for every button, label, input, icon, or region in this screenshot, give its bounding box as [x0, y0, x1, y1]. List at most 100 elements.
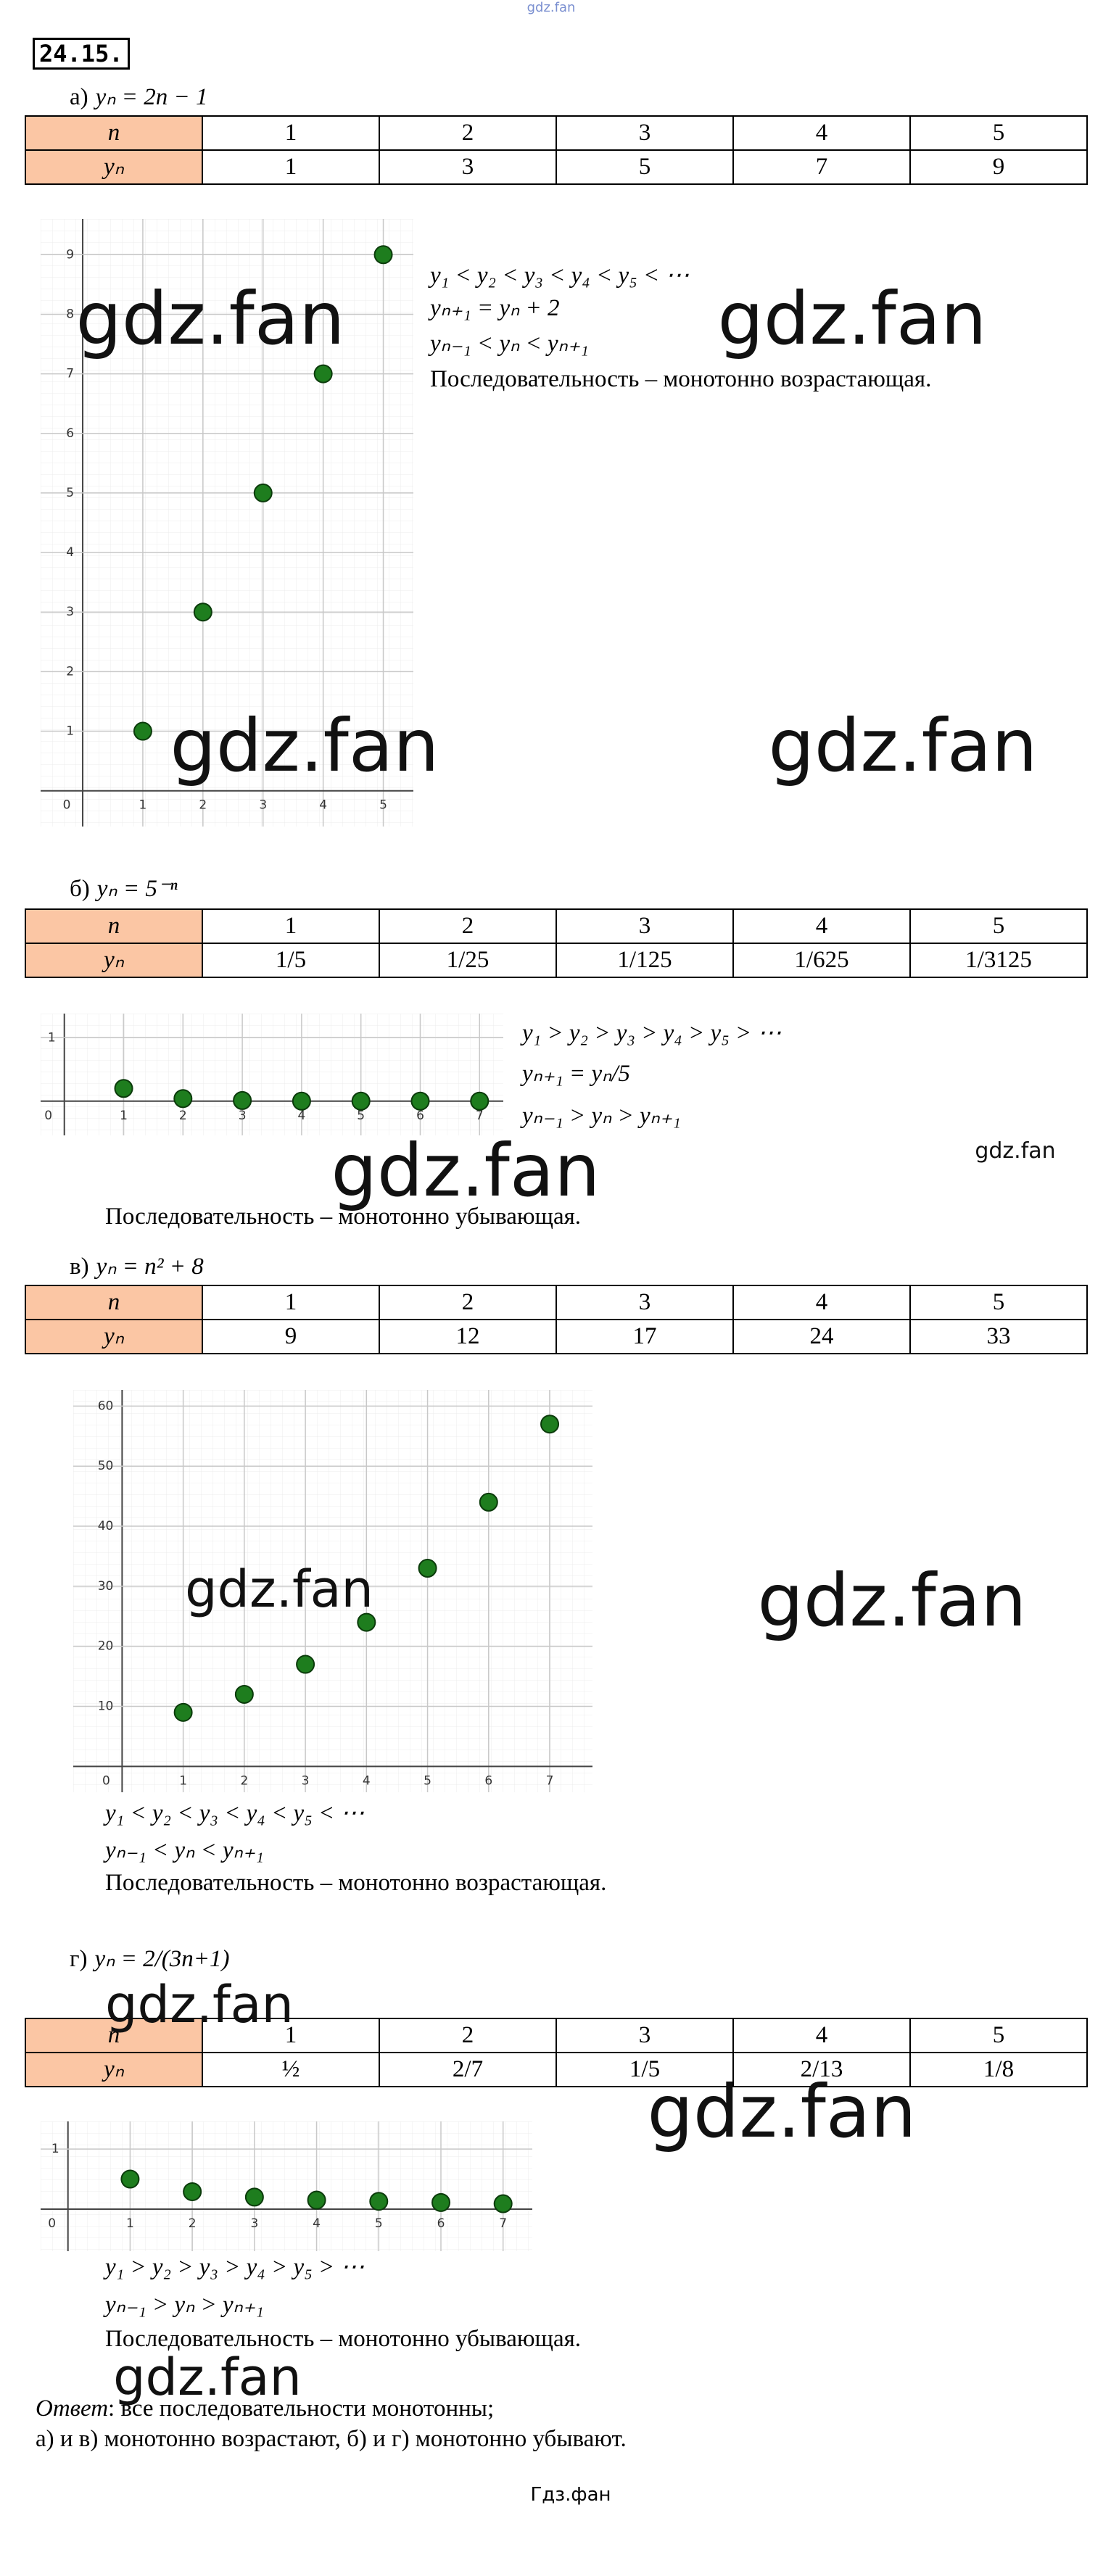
header-watermark: gdz.fan — [526, 0, 576, 15]
table-cell: 12 — [379, 1319, 557, 1354]
point — [233, 1090, 252, 1110]
part-label: в) — [70, 1254, 89, 1280]
y-tick-label: 30 — [98, 1579, 114, 1594]
table-cell: 7 — [732, 149, 911, 185]
chart: 0 1 2 3 4 5 6 7 1 — [41, 1014, 503, 1135]
watermark: gdz.fan — [170, 703, 439, 788]
conclusion: Последовательность – монотонно возрастаю… — [430, 366, 932, 392]
row-header: n — [25, 115, 203, 151]
x-tick-label: 1 — [126, 2216, 134, 2231]
table-cell: 1 — [202, 1285, 380, 1320]
table-cell: 3 — [556, 1285, 734, 1320]
chart-background — [41, 2121, 532, 2251]
y-tick-label: 1 — [48, 1030, 56, 1045]
row-header: yₙ — [25, 1319, 203, 1354]
table-cell: 2 — [379, 908, 557, 944]
row-header: yₙ — [25, 149, 203, 185]
point — [253, 483, 273, 502]
table-cell: 2/7 — [379, 2052, 557, 2087]
table-cell: 3 — [556, 908, 734, 944]
chart-background — [41, 1014, 503, 1135]
y-tick-label: 2 — [66, 664, 74, 679]
footer: Гдз.фан — [530, 2484, 611, 2506]
answer-label: Ответ — [36, 2395, 109, 2422]
table-cell: 24 — [732, 1319, 911, 1354]
watermark: gdz.fan — [768, 703, 1038, 788]
point — [173, 1702, 193, 1722]
point — [470, 1091, 490, 1111]
table-cell: 4 — [732, 115, 911, 151]
x-tick-label: 4 — [319, 798, 327, 813]
y-tick-label: 50 — [98, 1459, 114, 1473]
x-tick-label: 3 — [259, 798, 267, 813]
value-table: n 1 2 3 4 5 yₙ 9 12 17 24 33 — [25, 1285, 1088, 1354]
table-cell: 2 — [379, 1285, 557, 1320]
part-heading: г) yₙ = 2/(3n+1) — [70, 1945, 230, 1974]
conclusion: Последовательность – монотонно убывающая… — [105, 2326, 582, 2352]
note: yₙ₋₁ < yₙ < yₙ₊₁ — [105, 1837, 264, 1863]
origin-label: 0 — [102, 1773, 110, 1788]
table-cell: 3 — [379, 149, 557, 185]
y-tick-label: 3 — [66, 605, 74, 619]
point — [183, 2182, 202, 2201]
note: y₁ > y₂ > y₃ > y₄ > y₅ > ⋯ — [105, 2254, 365, 2280]
x-tick-label: 5 — [379, 798, 387, 813]
point — [351, 1091, 371, 1111]
chart: 0 1 2 3 4 5 6 7 1 — [41, 2121, 532, 2251]
value-table: n 1 2 3 4 5 yₙ ½ 2/7 1/5 2/13 1/8 — [25, 2018, 1088, 2087]
watermark: gdz.fan — [75, 276, 345, 361]
conclusion: Последовательность – монотонно возрастаю… — [105, 1870, 607, 1896]
part-label: г) — [70, 1946, 88, 1972]
y-tick-label: 1 — [51, 2142, 59, 2156]
row-header: yₙ — [25, 943, 203, 978]
table-row: yₙ 1/5 1/25 1/125 1/625 1/3125 — [25, 943, 1088, 978]
x-tick-label: 6 — [416, 1109, 424, 1123]
table-cell: 1/8 — [909, 2052, 1088, 2087]
x-tick-label: 5 — [424, 1773, 431, 1788]
part-heading: б) yₙ = 5⁻ⁿ — [70, 874, 178, 903]
table-cell: 9 — [202, 1319, 380, 1354]
point — [296, 1654, 315, 1674]
table-cell: 1/5 — [556, 2052, 734, 2087]
point — [373, 245, 393, 265]
point — [431, 2192, 450, 2212]
table-cell: 1 — [202, 115, 380, 151]
point — [493, 2194, 513, 2213]
point — [234, 1684, 254, 1704]
table-cell: 33 — [909, 1319, 1088, 1354]
chart: 0 1 2 3 4 5 6 7 10 20 30 40 50 60 — [73, 1390, 592, 1792]
value-table: n 1 2 3 4 5 yₙ 1 3 5 7 9 — [25, 115, 1088, 185]
table-cell: 5 — [556, 149, 734, 185]
part-heading: а) yₙ = 2n − 1 — [70, 83, 207, 112]
y-tick-label: 4 — [66, 545, 74, 560]
point — [479, 1492, 498, 1512]
table-row: yₙ 1 3 5 7 9 — [25, 149, 1088, 185]
watermark: gdz.fan — [647, 2069, 917, 2154]
x-tick-label: 3 — [239, 1109, 247, 1123]
chart: 0 1 2 3 4 5 1 2 3 4 5 6 7 8 9 — [41, 219, 413, 827]
row-header: n — [25, 2018, 203, 2053]
part-label: а) — [70, 84, 88, 110]
answer: Ответ: все последовательности монотонны; — [36, 2394, 494, 2423]
table-cell: 2/13 — [732, 2052, 911, 2087]
x-tick-label: 4 — [363, 1773, 371, 1788]
watermark: gdz.fan — [975, 1138, 1056, 1164]
note: yₙ₋₁ > yₙ > yₙ₊₁ — [522, 1103, 681, 1129]
watermark: gdz.fan — [757, 1558, 1027, 1643]
point — [173, 1089, 193, 1109]
table-cell: 1/25 — [379, 943, 557, 978]
origin-label: 0 — [63, 798, 71, 813]
point — [307, 2190, 326, 2210]
x-tick-label: 4 — [313, 2216, 321, 2231]
y-tick-label: 6 — [66, 426, 74, 441]
formula: yₙ = 2n − 1 — [95, 84, 208, 110]
y-tick-label: 8 — [66, 307, 74, 321]
table-cell: 3 — [556, 2018, 734, 2053]
x-tick-label: 3 — [302, 1773, 310, 1788]
table-cell: 2 — [379, 2018, 557, 2053]
formula: yₙ = n² + 8 — [96, 1254, 204, 1280]
table-cell: 5 — [909, 908, 1088, 944]
point — [540, 1415, 560, 1434]
